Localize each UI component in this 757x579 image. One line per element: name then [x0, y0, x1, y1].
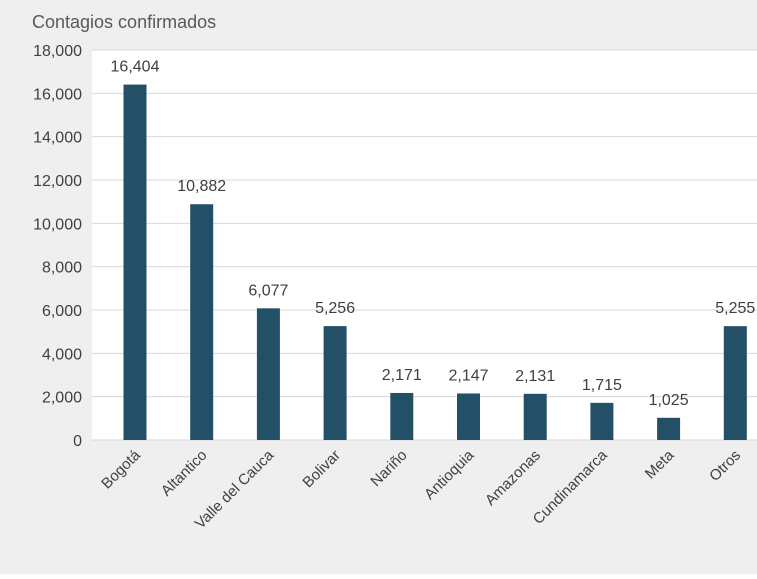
y-axis-tick-labels: 0 2,000 4,000 6,000 8,000 10,000 12,000 14,000 1… [33, 43, 82, 450]
bar [590, 402, 614, 440]
y-tick-label: 10,000 [33, 216, 82, 233]
y-tick-label: 8,000 [42, 260, 82, 277]
data-label: 2,147 [448, 367, 488, 384]
y-tick-label: 6,000 [42, 303, 82, 320]
data-label: 1,025 [649, 392, 689, 409]
bars [123, 84, 747, 440]
bar [457, 393, 480, 440]
data-labels: 16,404 10,882 6,077 5,256 2,171 2,147 2,131 1,7… [111, 59, 756, 409]
bar [323, 326, 347, 440]
bar [190, 204, 214, 440]
y-tick-label: 0 [73, 433, 82, 450]
bar [123, 84, 147, 440]
y-tick-label: 16,000 [33, 86, 82, 103]
data-label: 2,171 [382, 367, 422, 384]
data-label: 6,077 [248, 282, 288, 299]
y-tick-label: 14,000 [33, 130, 82, 147]
y-tick-label: 2,000 [42, 390, 82, 407]
bar [657, 417, 681, 440]
data-label: 5,256 [315, 300, 355, 317]
data-label: 2,131 [515, 368, 555, 385]
data-label: 5,255 [715, 300, 755, 317]
bar [256, 308, 280, 440]
bar [390, 392, 414, 440]
y-tick-label: 4,000 [42, 346, 82, 363]
bar [523, 393, 547, 440]
data-label: 1,715 [582, 377, 622, 394]
data-label: 10,882 [177, 178, 226, 195]
y-tick-label: 12,000 [33, 173, 82, 190]
bar [723, 326, 747, 440]
y-tick-label: 18,000 [33, 43, 82, 60]
data-label: 16,404 [111, 59, 160, 76]
y-axis-title: Contagios confirmados [32, 12, 216, 32]
